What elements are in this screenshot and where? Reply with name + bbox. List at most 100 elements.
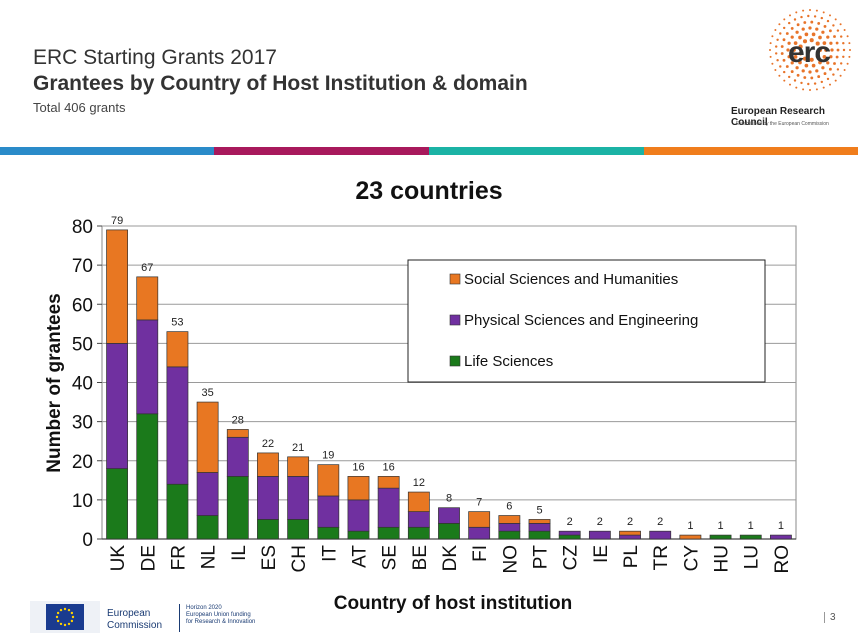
logo-dot: [804, 32, 809, 37]
logo-dot: [798, 44, 803, 49]
logo-dot: [817, 75, 821, 79]
x-tick-label: CZ: [561, 545, 582, 571]
bar-segment: [619, 530, 641, 536]
logo-dot: [823, 72, 827, 76]
logo-dot: [789, 83, 791, 86]
eu-star: [71, 615, 75, 619]
logo-dot: [802, 39, 808, 44]
logo-dot: [822, 41, 827, 45]
bar-segment: [588, 530, 611, 540]
eu-star: [63, 607, 67, 611]
erc-logo-dots: [769, 9, 851, 91]
logo-dot: [802, 88, 805, 91]
x-tick-label: CH: [289, 545, 310, 572]
logo-dot: [828, 29, 832, 33]
bar-segment: [287, 476, 310, 520]
logo-dot: [820, 16, 824, 20]
horizon-2020-label: Horizon 2020 European Union funding for …: [186, 605, 256, 625]
x-tick-label: FR: [168, 545, 189, 570]
logo-dot: [809, 9, 811, 11]
logo-dot: [832, 73, 835, 76]
logo-dot: [783, 18, 786, 21]
bar-total-label: 2: [567, 516, 573, 528]
logo-dot: [821, 30, 825, 34]
x-tick-label: ES: [259, 545, 280, 570]
bar-segment: [619, 534, 641, 540]
logo-dot: [846, 35, 849, 38]
bar-segment: [679, 534, 702, 540]
bar-segment: [196, 401, 219, 473]
logo-dot: [833, 35, 836, 38]
logo-dot: [835, 41, 839, 45]
bar-segment: [377, 526, 400, 540]
bar-segment: [226, 436, 249, 477]
x-tick-label: PT: [531, 545, 552, 570]
eu-star: [59, 622, 63, 626]
logo-dot: [798, 51, 803, 56]
y-tick-label: 40: [72, 374, 93, 395]
logo-dot: [808, 70, 812, 74]
logo-dot: [809, 89, 811, 91]
bar-total-label: 16: [383, 461, 395, 473]
y-tick-label: 0: [82, 530, 93, 551]
logo-dot: [793, 55, 798, 59]
logo-dot: [774, 69, 777, 71]
bar-segment: [649, 530, 672, 540]
x-tick-label: SE: [380, 545, 401, 570]
page-number: 3: [824, 612, 836, 623]
logo-dot: [801, 69, 805, 73]
bar-segment: [287, 519, 310, 540]
bar-segment: [257, 519, 279, 540]
logo-dot: [839, 74, 842, 77]
logo-dot: [839, 23, 842, 26]
bar-segment: [377, 476, 400, 489]
logo-dot: [842, 55, 845, 59]
stripe-4: [644, 147, 858, 155]
logo-dot: [818, 35, 822, 40]
y-tick-label: 80: [72, 217, 93, 238]
bar-segment: [106, 468, 128, 540]
eu-star: [55, 615, 59, 619]
x-tick-label: LU: [742, 545, 763, 569]
bar-segment: [136, 319, 159, 415]
bar-total-label: 53: [171, 317, 183, 329]
logo-dot: [776, 58, 779, 62]
logo-dot: [809, 38, 814, 43]
eu-star: [59, 608, 63, 612]
logo-dot: [809, 57, 814, 62]
logo-dot: [800, 81, 803, 85]
logo-dot: [795, 30, 799, 34]
logo-dot: [821, 66, 825, 70]
logo-dot: [843, 29, 846, 31]
y-axis-label: Number of grantees: [44, 293, 65, 472]
logo-dot: [798, 35, 802, 40]
bar-segment: [166, 366, 189, 485]
bar-total-label: 21: [292, 442, 304, 454]
total-grants: Total 406 grants: [33, 100, 126, 115]
erc-name: European Research Council: [731, 106, 825, 128]
bar-total-label: 16: [352, 461, 364, 473]
bar-segment: [468, 526, 491, 540]
legend-label: Life Sciences: [464, 353, 553, 370]
bar-segment: [528, 522, 551, 532]
logo-dot: [796, 23, 800, 27]
y-tick-label: 10: [72, 491, 93, 512]
logo-dot: [829, 14, 831, 17]
logo-dot: [830, 48, 834, 52]
logo-dot: [779, 32, 782, 35]
logo-dot: [834, 18, 837, 21]
x-tick-label: BE: [410, 545, 431, 570]
logo-dot: [807, 14, 810, 18]
bar-segment: [347, 499, 370, 532]
x-tick-label: IT: [319, 545, 340, 562]
bar-total-label: 12: [413, 477, 425, 489]
logo-dot: [790, 26, 794, 30]
bar-segment: [166, 483, 189, 540]
bar-total-label: 35: [201, 387, 213, 399]
y-tick-label: 30: [72, 413, 93, 434]
eu-star: [70, 619, 74, 623]
bar-segment: [106, 229, 128, 344]
bar-total-label: 2: [597, 516, 603, 528]
logo-dot: [817, 21, 821, 25]
